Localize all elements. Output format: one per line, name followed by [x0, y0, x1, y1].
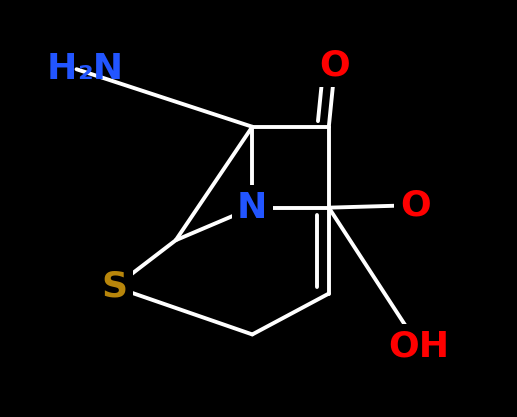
Text: N: N: [237, 191, 267, 225]
Text: O: O: [320, 48, 351, 82]
Text: H: H: [46, 52, 77, 86]
Text: O: O: [400, 188, 431, 222]
Text: ₂N: ₂N: [78, 52, 124, 86]
Text: S: S: [102, 270, 128, 304]
Text: OH: OH: [388, 329, 449, 363]
